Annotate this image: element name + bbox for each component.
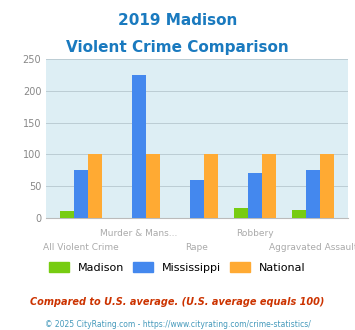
Bar	[292, 210, 306, 218]
Bar	[248, 174, 262, 218]
Bar	[306, 170, 320, 218]
Bar	[146, 154, 160, 218]
Bar	[190, 180, 204, 218]
Bar	[88, 154, 102, 218]
Text: All Violent Crime: All Violent Crime	[43, 243, 119, 251]
Bar	[132, 75, 146, 218]
Bar	[74, 170, 88, 218]
Text: Compared to U.S. average. (U.S. average equals 100): Compared to U.S. average. (U.S. average …	[30, 297, 325, 307]
Bar	[60, 212, 74, 218]
Legend: Madison, Mississippi, National: Madison, Mississippi, National	[45, 258, 310, 277]
Text: Violent Crime Comparison: Violent Crime Comparison	[66, 40, 289, 54]
Text: © 2025 CityRating.com - https://www.cityrating.com/crime-statistics/: © 2025 CityRating.com - https://www.city…	[45, 320, 310, 329]
Bar	[262, 154, 276, 218]
Bar	[204, 154, 218, 218]
Text: Robbery: Robbery	[236, 229, 274, 238]
Bar	[234, 208, 248, 218]
Text: Rape: Rape	[186, 243, 208, 251]
Text: 2019 Madison: 2019 Madison	[118, 13, 237, 28]
Bar	[320, 154, 334, 218]
Text: Murder & Mans...: Murder & Mans...	[100, 229, 178, 238]
Text: Aggravated Assault: Aggravated Assault	[269, 243, 355, 251]
